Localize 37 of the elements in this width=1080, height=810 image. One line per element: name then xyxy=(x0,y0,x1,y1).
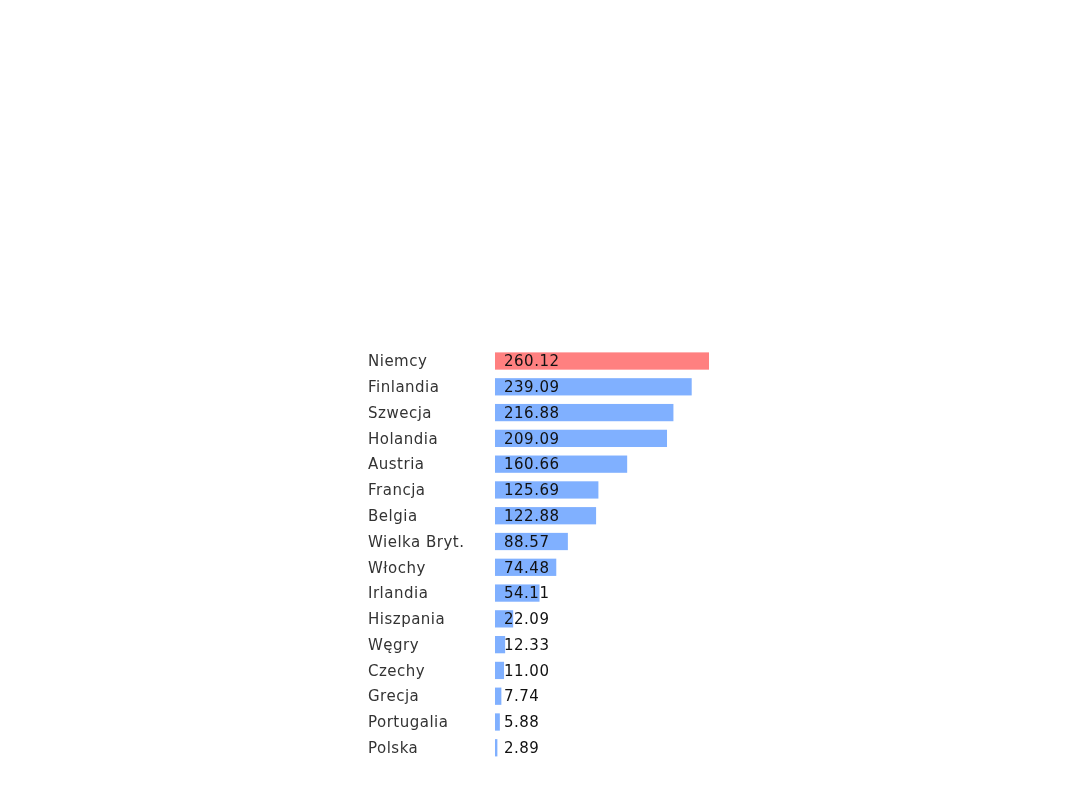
y-tick-label: Włochy xyxy=(368,558,426,577)
data-label: 216.88 xyxy=(504,403,560,422)
y-tick-label: Austria xyxy=(368,455,425,474)
data-label: 209.09 xyxy=(504,429,560,448)
data-label: 125.69 xyxy=(504,481,560,500)
bar xyxy=(495,352,709,370)
y-tick-label: Holandia xyxy=(368,429,439,448)
bar xyxy=(495,636,506,654)
y-tick-label: Grecja xyxy=(368,687,420,706)
y-tick-label: Wielka Bryt. xyxy=(368,532,465,551)
data-label: 122.88 xyxy=(504,506,560,525)
data-label: 54.11 xyxy=(504,584,550,603)
data-label: 260.12 xyxy=(504,352,560,371)
bar xyxy=(495,713,500,731)
y-tick-label: Irlandia xyxy=(368,584,429,603)
bar xyxy=(495,661,505,680)
y-tick-label: Belgia xyxy=(368,506,418,525)
y-tick-label: Węgry xyxy=(368,635,420,654)
data-label: 160.66 xyxy=(504,455,560,474)
data-label: 5.88 xyxy=(504,713,540,732)
y-tick-label: Szwecja xyxy=(368,403,432,422)
data-label: 2.89 xyxy=(504,739,540,758)
data-label: 239.09 xyxy=(504,378,560,397)
y-tick-label: Finlandia xyxy=(368,378,440,397)
data-label: 22.09 xyxy=(504,610,550,629)
data-label: 12.33 xyxy=(504,635,550,654)
data-label: 11.00 xyxy=(504,661,550,680)
y-tick-label: Polska xyxy=(368,739,419,758)
y-tick-label: Niemcy xyxy=(368,352,428,371)
data-label: 7.74 xyxy=(504,687,540,706)
y-tick-label: Francja xyxy=(368,481,426,500)
data-label: 74.48 xyxy=(504,558,550,577)
y-tick-label: Portugalia xyxy=(368,713,449,732)
y-tick-label: Hiszpania xyxy=(368,610,446,629)
data-label: 88.57 xyxy=(504,532,550,551)
bar xyxy=(495,687,502,705)
y-tick-label: Czechy xyxy=(368,661,426,680)
